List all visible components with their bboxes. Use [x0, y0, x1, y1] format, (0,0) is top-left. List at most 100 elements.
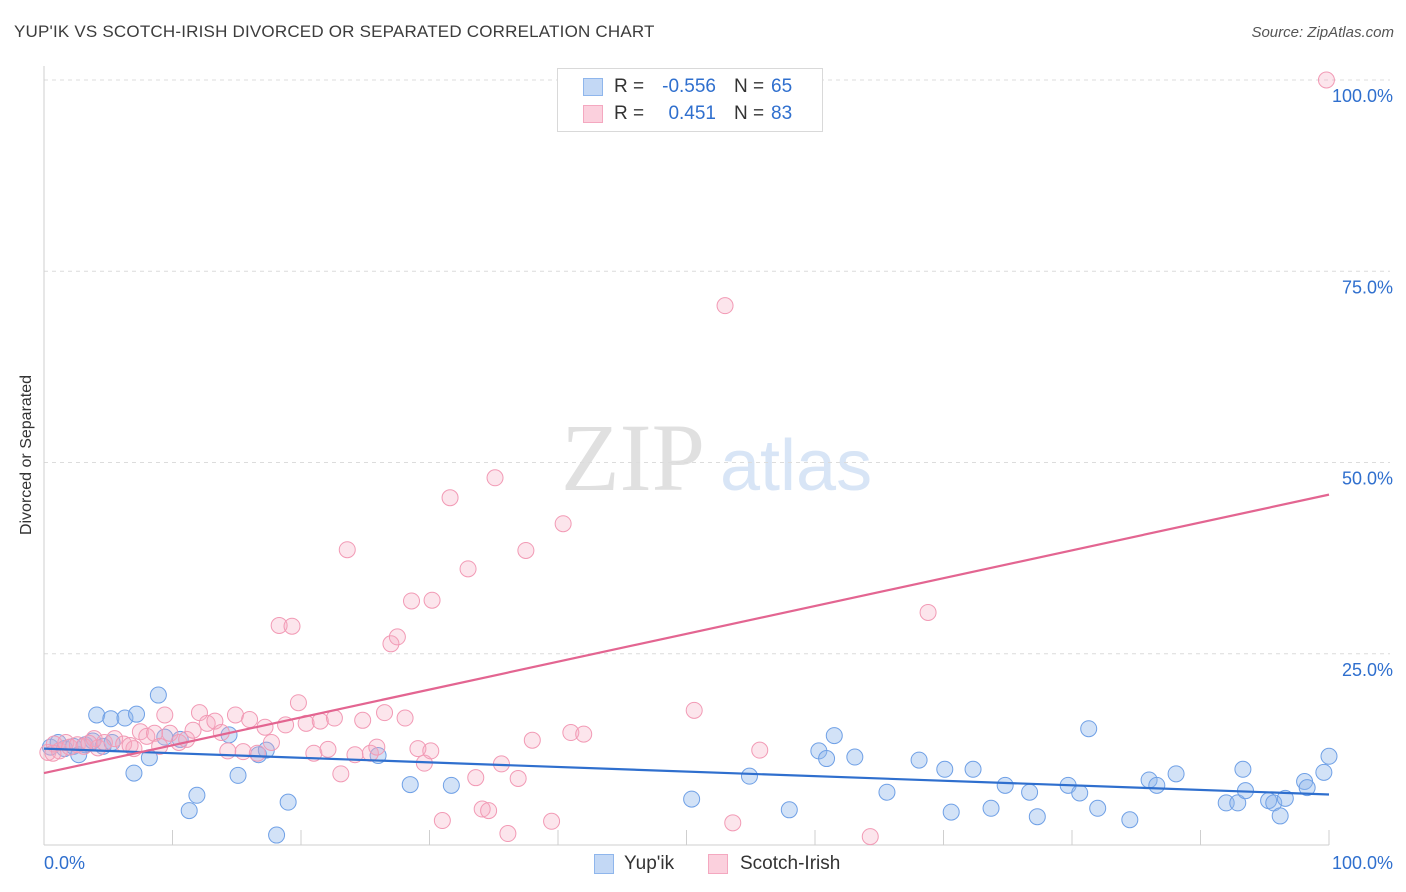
scotch-irish-point — [685, 701, 703, 719]
yupik-point — [102, 710, 120, 728]
yupik-point — [1276, 789, 1294, 807]
yupik-point — [1298, 779, 1316, 797]
legend-swatch-scotch-irish — [708, 854, 728, 874]
scotch-irish-point — [85, 730, 103, 748]
scotch-irish-point — [388, 628, 406, 646]
scotch-irish-point — [459, 560, 477, 578]
yupik-point — [188, 786, 206, 804]
yupik-point — [279, 793, 297, 811]
legend-n-label: N = — [734, 103, 765, 124]
scotch-irish-point — [338, 541, 356, 559]
yupik-point — [996, 776, 1014, 794]
scotch-irish-trend-line — [43, 493, 1330, 775]
scotch-irish-point — [248, 744, 266, 762]
scotch-irish-point — [44, 744, 62, 762]
scotch-irish-point — [861, 828, 879, 846]
yupik-point — [401, 776, 419, 794]
scotch-irish-point — [270, 616, 288, 634]
scotch-irish-point — [226, 706, 244, 724]
scotch-irish-point — [480, 802, 498, 820]
scotch-irish-point — [234, 743, 252, 761]
scotch-irish-point — [50, 742, 68, 760]
scotch-irish-point — [499, 825, 517, 843]
legend-swatch-scotch-irish — [583, 105, 603, 123]
scotch-irish-point — [543, 812, 561, 830]
legend-r-label: R = — [614, 76, 645, 97]
yupik-point — [1229, 794, 1247, 812]
scotch-irish-point — [509, 769, 527, 787]
legend-label-yupik: Yup'ik — [624, 853, 675, 874]
yupik-point — [825, 727, 843, 745]
correlation-legend: R = -0.556 N = 65 R = 0.451 N = 83 — [557, 68, 823, 132]
scotch-irish-point — [554, 515, 572, 533]
scotch-irish-point — [396, 709, 414, 727]
yupik-trend-line — [43, 747, 1330, 796]
y-tick-label: 100.0% — [1332, 86, 1393, 106]
watermark-atlas: atlas — [720, 426, 872, 506]
legend-n-value: 65 — [771, 76, 793, 97]
yupik-point — [1080, 720, 1098, 738]
scotch-irish-point — [433, 812, 451, 830]
scotch-irish-point — [724, 814, 742, 832]
scotch-irish-point — [562, 724, 580, 742]
yupik-point — [128, 705, 146, 723]
legend-r-value: -0.556 — [662, 76, 716, 97]
scotch-irish-point — [486, 469, 504, 487]
scotch-irish-point — [523, 731, 541, 749]
scotch-irish-point — [1317, 71, 1335, 89]
scotch-irish-point — [517, 541, 535, 559]
yupik-point — [780, 801, 798, 819]
yupik-point — [846, 748, 864, 766]
legend-n-label: N = — [734, 76, 765, 97]
grid-lines — [44, 79, 1390, 655]
yupik-point — [88, 706, 106, 724]
yupik-point — [1234, 760, 1252, 778]
yupik-point — [1315, 763, 1333, 781]
yupik-point — [878, 783, 896, 801]
legend-label-scotch-irish: Scotch-Irish — [740, 853, 841, 874]
yupik-point — [1148, 776, 1166, 794]
yupik-point — [1320, 747, 1338, 765]
legend-r-value: 0.451 — [668, 103, 716, 124]
yupik-point — [229, 766, 247, 784]
yupik-point — [910, 751, 928, 769]
scotch-irish-point — [403, 592, 421, 610]
data-points — [39, 71, 1338, 846]
chart-title: YUP'IK VS SCOTCH-IRISH DIVORCED OR SEPAR… — [14, 22, 655, 41]
scotch-irish-point — [184, 721, 202, 739]
scotch-irish-point — [161, 724, 179, 742]
scotch-irish-point — [376, 704, 394, 722]
scotch-irish-point — [106, 730, 124, 748]
yupik-point — [268, 826, 286, 844]
legend-n-value: 83 — [771, 103, 793, 124]
scotch-irish-point — [423, 591, 441, 609]
legend-row-yupik: R = -0.556 N = 65 — [558, 74, 822, 100]
scotch-irish-point — [382, 635, 400, 653]
legend-swatch-yupik — [583, 78, 603, 96]
scotch-irish-point — [241, 711, 259, 729]
y-tick-label: 50.0% — [1342, 469, 1393, 489]
scotch-irish-point — [283, 617, 301, 635]
yupik-point — [1021, 783, 1039, 801]
yupik-point — [683, 790, 701, 808]
yupik-point — [1071, 784, 1089, 802]
yupik-point — [964, 760, 982, 778]
scotch-irish-point — [219, 742, 237, 760]
watermark-zip: ZIP — [561, 404, 705, 511]
x-tick-label: 0.0% — [44, 853, 85, 873]
y-axis-label: Divorced or Separated — [18, 374, 35, 536]
y-tick-label: 25.0% — [1342, 660, 1393, 680]
source-label: Source: ZipAtlas.com — [1251, 24, 1394, 41]
yupik-point — [1121, 811, 1139, 829]
scotch-irish-point — [441, 489, 459, 507]
scotch-irish-point — [751, 741, 769, 759]
yupik-point — [818, 750, 836, 768]
yupik-point — [1089, 799, 1107, 817]
yupik-point — [1217, 794, 1235, 812]
y-tick-label: 75.0% — [1342, 277, 1393, 297]
yupik-point — [982, 799, 1000, 817]
yupik-point — [1028, 808, 1046, 826]
yupik-point — [740, 767, 758, 785]
scotch-irish-point — [716, 297, 734, 315]
